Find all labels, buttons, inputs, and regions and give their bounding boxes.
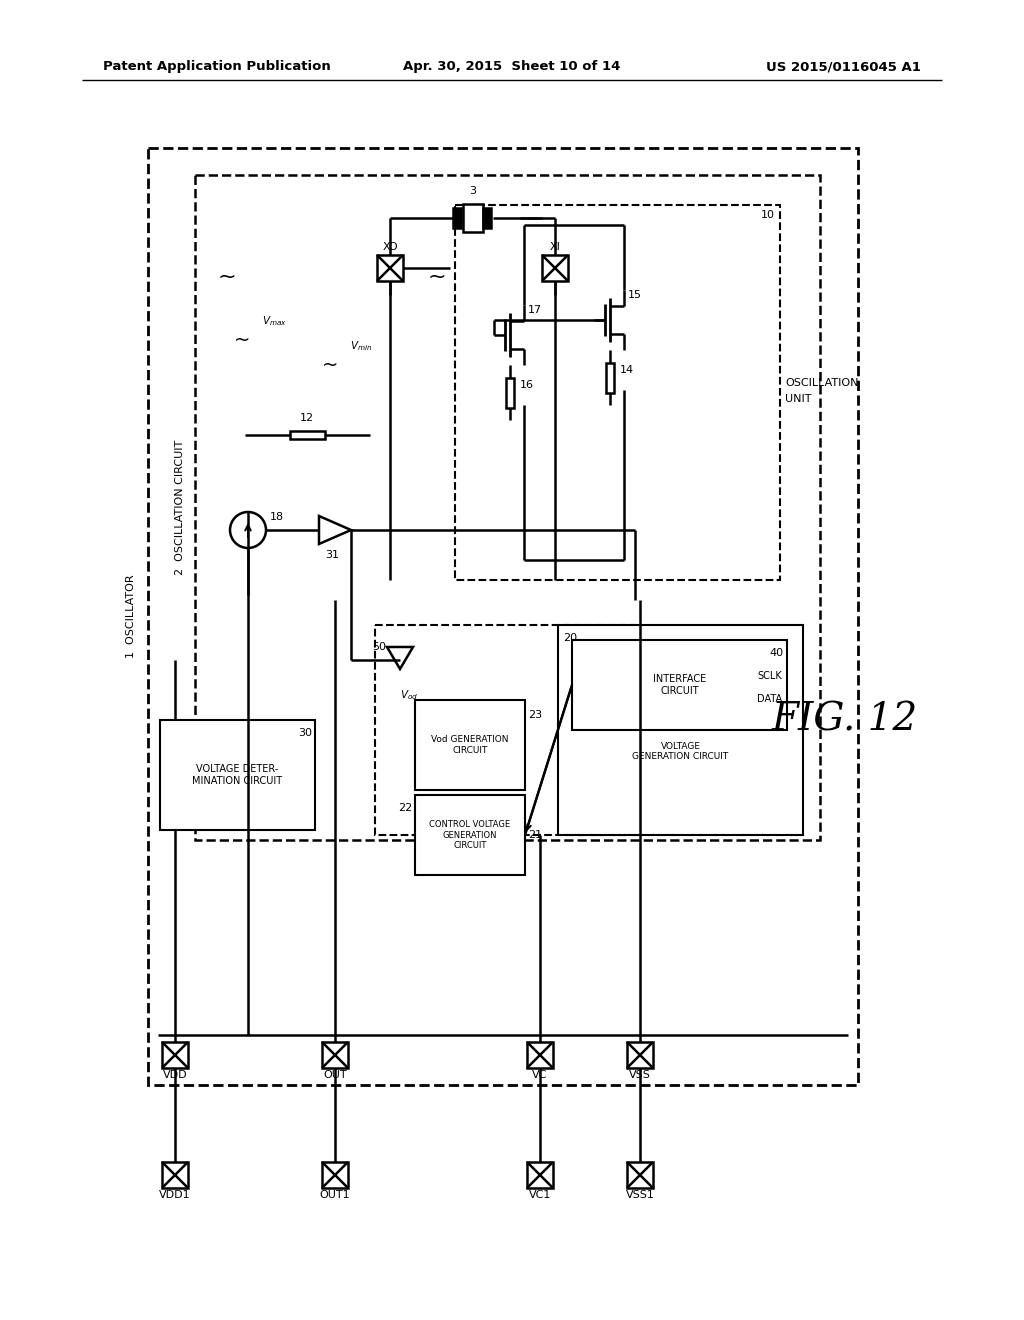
Text: VDD1: VDD1 [159, 1191, 190, 1200]
Bar [572, 640, 787, 730]
Text: VOLTAGE
GENERATION CIRCUIT: VOLTAGE GENERATION CIRCUIT [633, 742, 729, 762]
Bar [527, 1041, 553, 1068]
Text: 1  OSCILLATOR: 1 OSCILLATOR [126, 574, 136, 659]
Text: ~: ~ [233, 330, 250, 350]
Bar [558, 624, 803, 836]
Text: XO: XO [382, 242, 397, 252]
Text: $V_{max}$: $V_{max}$ [262, 314, 287, 327]
Text: 23: 23 [528, 710, 542, 719]
Text: INTERFACE
CIRCUIT: INTERFACE CIRCUIT [653, 675, 707, 696]
Bar [455, 205, 780, 579]
Text: VC: VC [532, 1071, 548, 1080]
Text: ~: ~ [218, 267, 237, 286]
Bar [162, 1162, 188, 1188]
Text: OSCILLATION: OSCILLATION [785, 378, 858, 388]
Bar [322, 1162, 348, 1188]
Text: 18: 18 [270, 512, 284, 521]
Text: ~: ~ [427, 267, 446, 286]
Text: 31: 31 [325, 550, 339, 560]
Bar [220, 294, 450, 595]
Text: VC1: VC1 [528, 1191, 551, 1200]
Text: US 2015/0116045 A1: US 2015/0116045 A1 [766, 59, 921, 73]
Bar [627, 1162, 653, 1188]
Text: OUT: OUT [324, 1071, 347, 1080]
Bar [527, 1162, 553, 1188]
Text: 14: 14 [620, 366, 634, 375]
Text: 17: 17 [528, 305, 542, 315]
Text: 22: 22 [397, 803, 412, 813]
Text: VSS1: VSS1 [626, 1191, 654, 1200]
Text: CONTROL VOLTAGE
GENERATION
CIRCUIT: CONTROL VOLTAGE GENERATION CIRCUIT [429, 820, 511, 850]
Text: OUT1: OUT1 [319, 1191, 350, 1200]
Bar [453, 209, 461, 228]
Bar [195, 176, 820, 840]
Bar [377, 255, 403, 281]
Text: VOLTAGE DETER-
MINATION CIRCUIT: VOLTAGE DETER- MINATION CIRCUIT [193, 764, 283, 785]
Text: XI: XI [550, 242, 560, 252]
Bar [160, 719, 315, 830]
Text: ~: ~ [322, 355, 338, 375]
Bar [506, 378, 514, 408]
Text: DATA: DATA [757, 693, 782, 704]
Bar [375, 624, 640, 836]
Text: Vod GENERATION
CIRCUIT: Vod GENERATION CIRCUIT [431, 735, 509, 755]
Bar [627, 1041, 653, 1068]
Bar [148, 148, 858, 1085]
Text: 12: 12 [299, 413, 313, 422]
Bar [162, 1041, 188, 1068]
Bar [606, 363, 614, 392]
Bar [415, 795, 525, 875]
Text: VDD: VDD [163, 1071, 187, 1080]
Text: Apr. 30, 2015  Sheet 10 of 14: Apr. 30, 2015 Sheet 10 of 14 [403, 59, 621, 73]
Text: $V_{od}$: $V_{od}$ [400, 688, 418, 702]
Text: 20: 20 [563, 634, 578, 643]
Text: 3: 3 [469, 186, 476, 195]
Bar [463, 205, 482, 232]
Bar [415, 700, 525, 789]
Text: 50: 50 [372, 642, 386, 652]
Text: 21: 21 [528, 830, 542, 840]
Text: 30: 30 [298, 729, 312, 738]
Text: 2  OSCILLATION CIRCUIT: 2 OSCILLATION CIRCUIT [175, 440, 185, 576]
Text: UNIT: UNIT [785, 393, 811, 404]
Text: 15: 15 [628, 290, 642, 300]
Text: 40: 40 [770, 648, 784, 657]
Bar [482, 209, 490, 228]
Text: 10: 10 [761, 210, 775, 220]
Text: VSS: VSS [629, 1071, 651, 1080]
Text: Patent Application Publication: Patent Application Publication [103, 59, 331, 73]
Bar [322, 1041, 348, 1068]
Bar [290, 432, 325, 440]
Text: $V_{min}$: $V_{min}$ [350, 339, 373, 352]
Bar [542, 255, 568, 281]
Text: 16: 16 [520, 380, 534, 389]
Text: FIG. 12: FIG. 12 [772, 701, 919, 738]
Text: SCLK: SCLK [758, 671, 782, 681]
